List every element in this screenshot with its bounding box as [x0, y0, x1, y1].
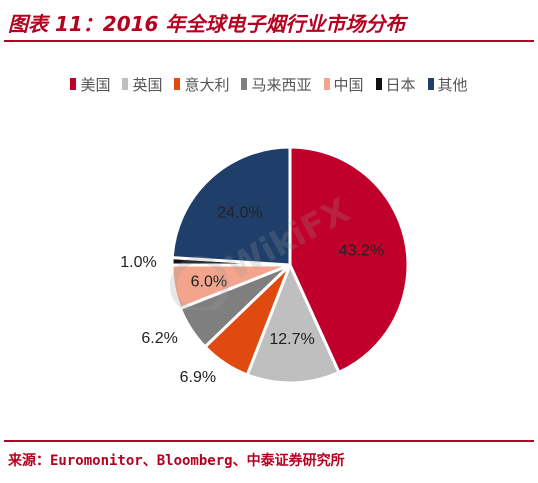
legend-label: 其他	[437, 75, 468, 94]
legend-item: 中国	[323, 74, 364, 95]
legend-swatch	[375, 78, 382, 90]
legend-item: 英国	[122, 74, 162, 95]
legend-label: 中国	[333, 75, 364, 94]
legend-label: 英国	[132, 75, 163, 94]
legend-item: 美国	[70, 74, 110, 95]
legend-label: 马来西亚	[251, 75, 312, 94]
data-label-2: 6.9%	[180, 369, 216, 386]
pie-slice-6	[170, 145, 292, 267]
data-label-0: 43.2%	[339, 242, 384, 259]
legend-label: 日本	[385, 75, 416, 94]
legend-swatch	[241, 78, 248, 90]
data-label-3: 6.2%	[141, 330, 177, 347]
data-label-1: 12.7%	[269, 331, 314, 348]
source-note: 来源：Euromonitor、Bloomberg、中泰证券研究所	[8, 453, 345, 469]
legend-label: 美国	[80, 75, 111, 94]
pie-chart: 43.2% 12.7% 6.9% 6.2% 6.0% 1.0% 24.0%	[120, 145, 410, 386]
legend-swatch	[323, 78, 330, 90]
title-bar: 图表 11：2016 年全球电子烟行业市场分布	[0, 0, 538, 42]
legend-item: 其他	[427, 74, 468, 95]
data-label-5: 1.0%	[120, 254, 156, 271]
legend-label: 意大利	[184, 75, 230, 94]
legend-swatch	[174, 78, 181, 90]
legend-item: 马来西亚	[241, 74, 312, 95]
pie-slices	[170, 145, 410, 385]
pie-labels: 43.2% 12.7% 6.9% 6.2% 6.0% 1.0% 24.0%	[120, 205, 384, 386]
pie-slice-1	[245, 261, 341, 385]
legend-swatch	[427, 78, 434, 90]
pie-slice-0	[288, 145, 410, 375]
title-divider	[4, 40, 534, 42]
legend-item: 日本	[375, 74, 416, 95]
legend-item: 意大利	[174, 74, 229, 95]
chart-legend: 美国 英国 意大利 马来西亚 中国 日本 其他	[0, 72, 538, 96]
legend-swatch	[70, 78, 77, 90]
legend-swatch	[122, 78, 129, 90]
data-label-6: 24.0%	[217, 205, 262, 222]
data-label-4: 6.0%	[191, 273, 227, 290]
source-divider	[4, 440, 534, 442]
chart-title: 图表 11：2016 年全球电子烟行业市场分布	[8, 12, 406, 36]
